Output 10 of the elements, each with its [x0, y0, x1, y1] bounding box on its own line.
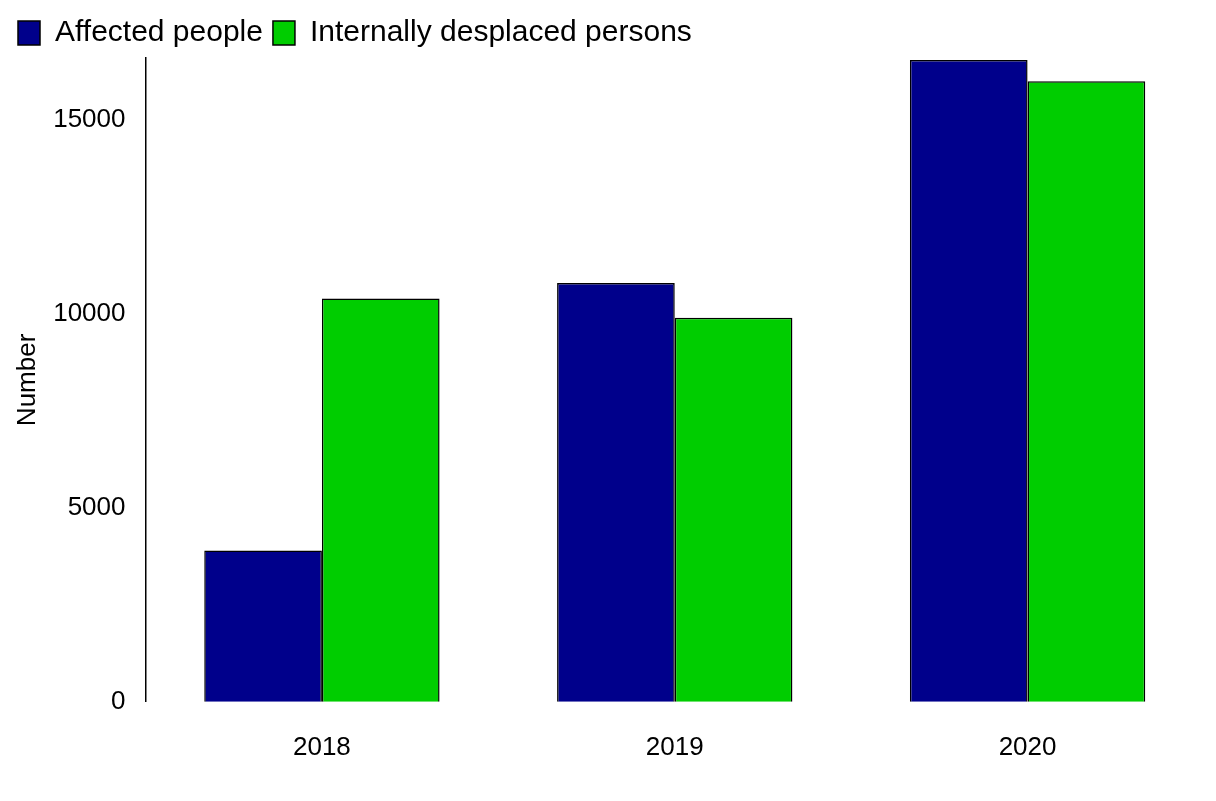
y-tick-label: 15000 — [53, 103, 126, 134]
y-tick-label: 10000 — [53, 297, 126, 328]
y-tick-label: 0 — [111, 684, 126, 715]
legend-label: Internally desplaced persons — [309, 14, 692, 48]
x-tick-label: 2019 — [645, 730, 704, 761]
x-tick-label: 2018 — [292, 730, 351, 761]
x-tick-label: 2020 — [998, 730, 1057, 761]
y-tick-label: 5000 — [67, 491, 126, 522]
y-axis-title: Number — [10, 333, 41, 427]
legend-label: Affected people — [55, 14, 263, 48]
